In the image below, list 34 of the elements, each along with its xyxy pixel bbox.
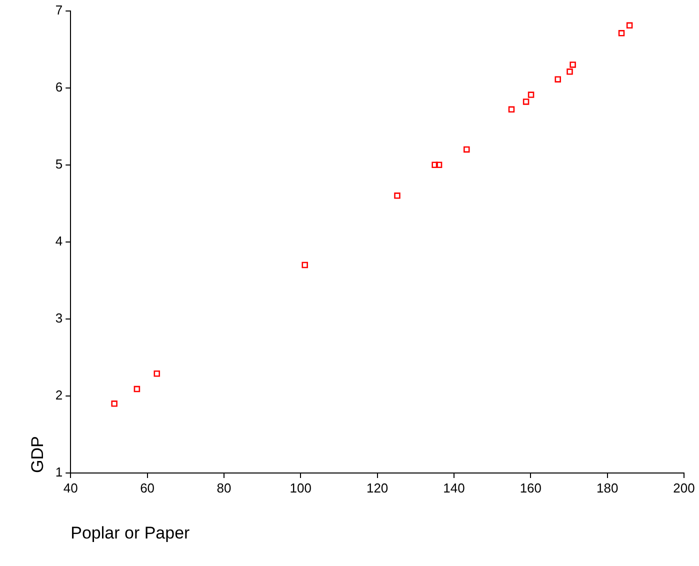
point — [528, 92, 534, 98]
y-axis-title: GDP — [28, 436, 47, 473]
y-tick-label: 5 — [55, 156, 63, 172]
y-tick-label: 6 — [55, 79, 63, 94]
point — [464, 146, 470, 153]
x-tick-label: 140 — [443, 480, 465, 496]
point — [618, 30, 625, 36]
point — [154, 370, 160, 377]
x-tick-label: 80 — [216, 480, 232, 496]
point — [432, 162, 438, 168]
y-tick-label: 4 — [55, 233, 63, 248]
y-tick-label: 3 — [55, 310, 63, 326]
point — [554, 76, 561, 82]
point — [626, 22, 633, 29]
x-tick-label: 180 — [596, 480, 618, 496]
x-tick-label: 160 — [520, 480, 542, 496]
x-tick-label: 40 — [63, 480, 78, 496]
point — [436, 162, 442, 168]
x-tick-label: 60 — [140, 480, 155, 496]
x-tick-label: 200 — [673, 480, 695, 496]
x-tick-label: 100 — [290, 480, 312, 496]
point — [394, 192, 400, 199]
y-tick-label: 7 — [55, 2, 63, 18]
point — [522, 98, 530, 105]
point — [134, 386, 140, 392]
point — [111, 400, 118, 407]
point — [302, 262, 308, 268]
y-tick-label: 1 — [55, 464, 63, 480]
y-tick-label: 2 — [55, 388, 63, 403]
point — [508, 106, 515, 113]
point — [566, 68, 573, 75]
x-tick-label: 120 — [366, 480, 388, 496]
x-axis-title: Poplar or Paper — [70, 523, 190, 542]
point — [570, 62, 576, 68]
